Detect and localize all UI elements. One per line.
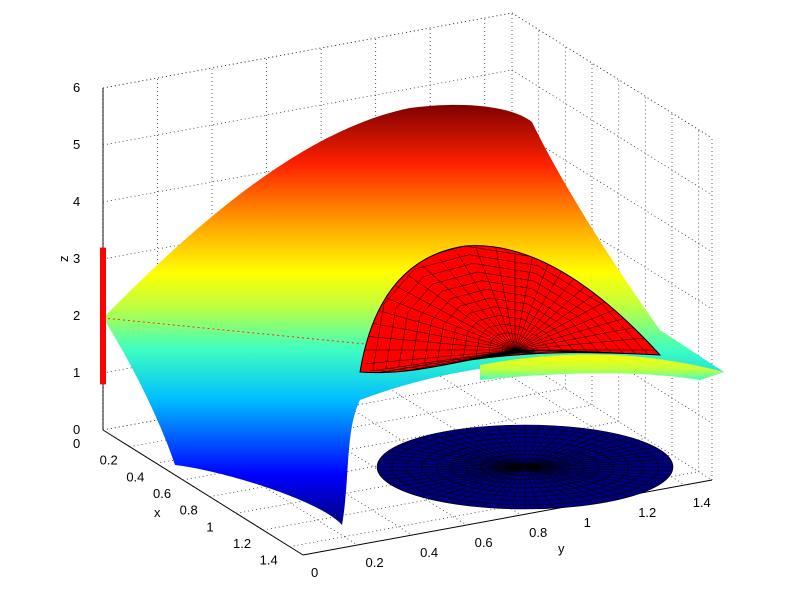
y-tick-labels: 0 0.2 0.4 0.6 0.8 1 1.2 1.4 (311, 495, 711, 580)
disk-mesh (376, 424, 674, 510)
x-tick-label: 0.2 (100, 453, 118, 468)
y-tick-label: 0.2 (366, 555, 384, 570)
z-tick-label: 3 (73, 251, 80, 266)
disk (376, 424, 674, 510)
x-tick-label: 1 (206, 519, 213, 534)
z-tick-label: 4 (73, 194, 80, 209)
y-tick-label: 0 (311, 565, 318, 580)
x-tick-label: 1.2 (233, 536, 251, 551)
y-tick-label: 0.6 (475, 535, 493, 550)
surface-ridge (102, 317, 376, 346)
z-axis-label: z (56, 256, 71, 263)
x-axis-label: x (154, 505, 161, 520)
z-tick-label: 6 (73, 80, 80, 95)
surface-right-wing (480, 354, 724, 380)
y-tick-label: 1.2 (638, 505, 656, 520)
x-tick-label: 0.6 (153, 486, 171, 501)
x-tick-label: 0.4 (126, 469, 144, 484)
z-tick-labels: 0 1 2 3 4 5 6 (73, 80, 80, 437)
y-tick-label: 0.4 (420, 545, 438, 560)
y-axis-line (302, 479, 713, 556)
y-axis-label: y (558, 541, 565, 556)
z-tick-label: 5 (73, 137, 80, 152)
x-tick-label: 1.4 (260, 553, 278, 568)
x-tick-label: 0.8 (180, 503, 198, 518)
z-tick-label: 1 (73, 365, 80, 380)
y-tick-label: 0.8 (529, 525, 547, 540)
y-tick-label: 1 (584, 515, 591, 530)
x-tick-labels: 0 0.2 0.4 0.6 0.8 1 1.2 1.4 (73, 436, 278, 568)
y-tick-label: 1.4 (693, 495, 711, 510)
z-tick-label: 0 (73, 422, 80, 437)
z-tick-label: 2 (73, 308, 80, 323)
x-tick-label: 0 (73, 436, 80, 451)
